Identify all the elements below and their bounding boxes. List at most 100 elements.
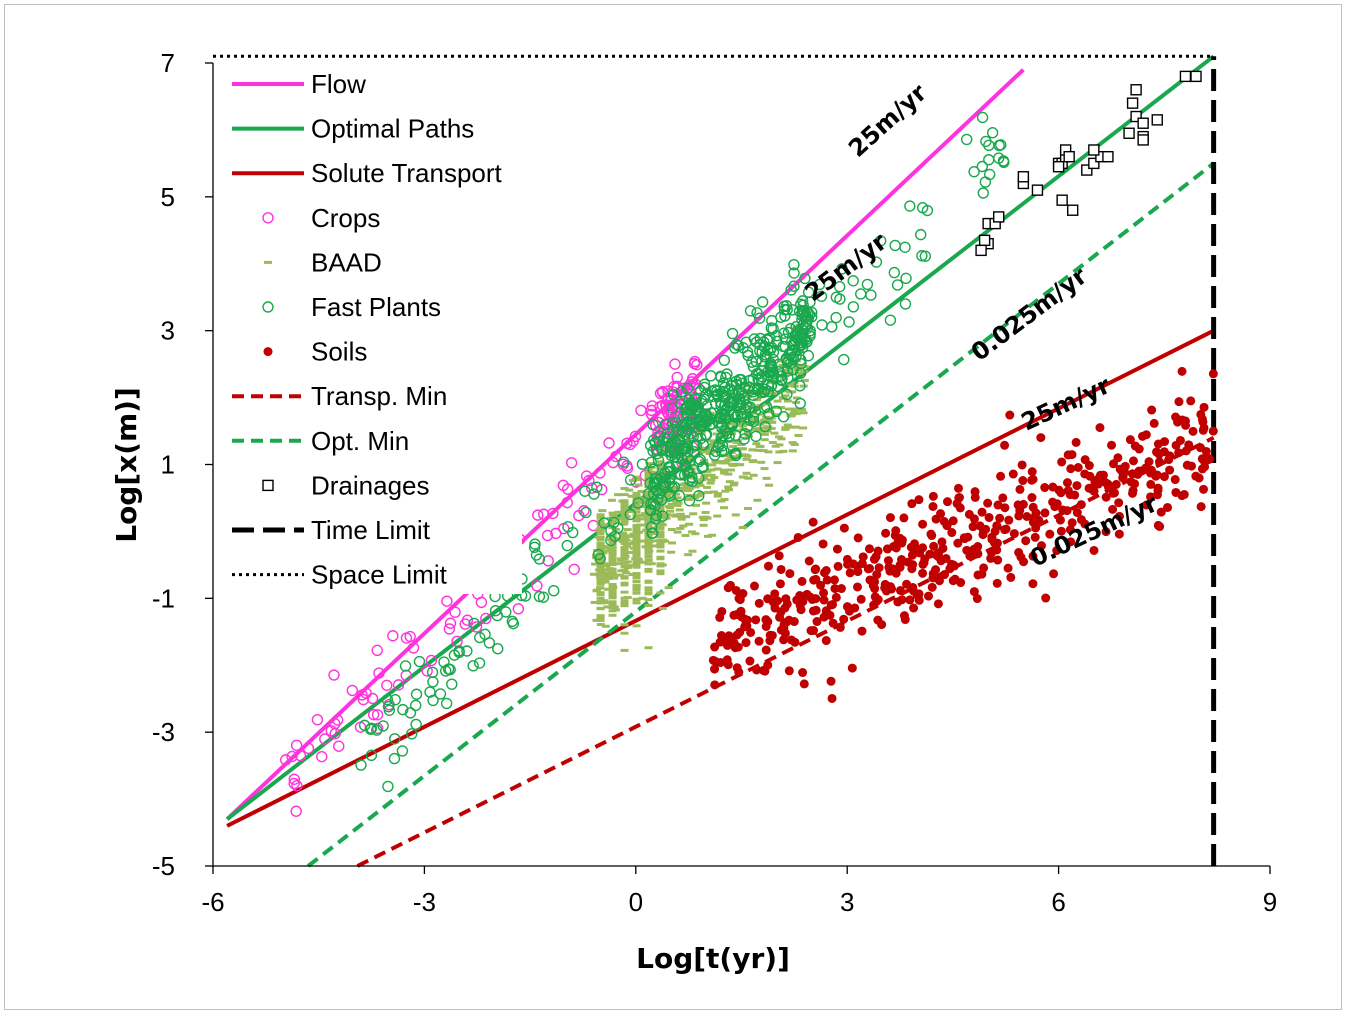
crops-point (480, 612, 492, 625)
baad-point (724, 485, 733, 489)
baad-point (792, 400, 801, 404)
soils-point (1063, 486, 1073, 496)
fast-plants-point (528, 541, 541, 554)
baad-point (627, 494, 636, 498)
baad-point (608, 606, 617, 610)
fast-plants-point (685, 409, 697, 422)
baad-point (601, 580, 610, 584)
x-axis-title: Log[t(yr)] (636, 942, 790, 975)
baad-point (712, 432, 721, 436)
fast-plants-point (686, 475, 699, 488)
soils-point (781, 594, 791, 604)
fast-plants-point (605, 524, 617, 537)
baad-point (620, 517, 629, 521)
soils-point (826, 676, 836, 686)
baad-point (656, 562, 665, 566)
baad-point (647, 562, 656, 566)
fast-plants-point (696, 418, 709, 431)
baad-point (760, 418, 769, 422)
baad-point (620, 564, 629, 568)
baad-point (632, 579, 641, 583)
crops-point (538, 508, 550, 520)
soils-point (927, 582, 937, 592)
soils-point (1089, 545, 1099, 555)
fast-plants-point (598, 517, 610, 529)
soils-point (947, 528, 957, 538)
crops-point (594, 467, 606, 479)
fast-plants-point (711, 385, 723, 397)
baad-point (725, 480, 734, 484)
soils-point (829, 575, 839, 585)
baad-point (632, 494, 641, 498)
baad-point (749, 473, 758, 477)
baad-point (644, 603, 653, 607)
crops-point (580, 470, 593, 482)
baad-point (667, 502, 676, 506)
fast-plants-point (388, 752, 401, 765)
fast-plants-point (358, 719, 371, 732)
baad-point (639, 560, 648, 564)
fast-plants-point (777, 410, 790, 423)
baad-point (632, 574, 641, 578)
soils-point (763, 617, 773, 627)
soils-point (1151, 471, 1161, 481)
fast-plants-point (659, 480, 671, 493)
soils-point (1000, 440, 1010, 450)
soils-point (869, 600, 879, 610)
soils-point (830, 584, 840, 594)
soils-point (732, 663, 742, 673)
fast-plants-point (688, 446, 700, 458)
fast-plants-point (915, 228, 927, 241)
baad-point (786, 371, 795, 375)
fast-plants-point (624, 508, 636, 521)
series-drainages (975, 70, 1202, 257)
baad-point (703, 516, 712, 520)
baad-point (699, 518, 708, 522)
soils-point (828, 618, 838, 628)
soils-point (905, 595, 915, 605)
baad-point (715, 442, 724, 446)
soils-point (918, 568, 928, 578)
baad-point (667, 550, 676, 554)
baad-point (608, 591, 617, 595)
baad-point (783, 399, 792, 403)
baad-point (785, 367, 794, 371)
baad-point (608, 557, 617, 561)
soils-point (971, 545, 981, 555)
baad-point (632, 591, 641, 595)
soils-point (909, 603, 919, 613)
baad-point (596, 532, 605, 536)
fast-plants-point (561, 539, 574, 552)
fast-plants-point (413, 655, 426, 668)
baad-point (729, 422, 738, 426)
baad-point (644, 646, 653, 650)
crops-point (290, 739, 303, 752)
baad-point (724, 488, 733, 492)
fast-plants-point (778, 300, 790, 313)
soils-point (793, 532, 803, 542)
baad-point (644, 579, 653, 583)
baad-point (632, 549, 641, 553)
baad-point (765, 418, 774, 422)
legend-label: BAAD (311, 247, 382, 277)
baad-point (791, 410, 800, 414)
baad-point (674, 501, 683, 505)
baad-point (636, 523, 645, 527)
series-fast-plants (355, 111, 1010, 793)
fast-plants-point (843, 316, 855, 328)
soils-point (763, 561, 773, 571)
legend-label: Solute Transport (311, 158, 503, 188)
baad-point (759, 449, 768, 453)
baad-point (620, 623, 629, 627)
baad-point (620, 508, 629, 512)
baad-point (644, 523, 653, 527)
drainages-point (1126, 97, 1139, 109)
soils-point (847, 663, 857, 673)
soils-point (1027, 475, 1037, 485)
baad-point (644, 554, 653, 558)
soils-point (1073, 462, 1083, 472)
baad-point (603, 605, 612, 609)
baad-point (641, 498, 650, 502)
x-tick-label: -3 (413, 887, 436, 917)
fast-plants-point (675, 386, 688, 398)
